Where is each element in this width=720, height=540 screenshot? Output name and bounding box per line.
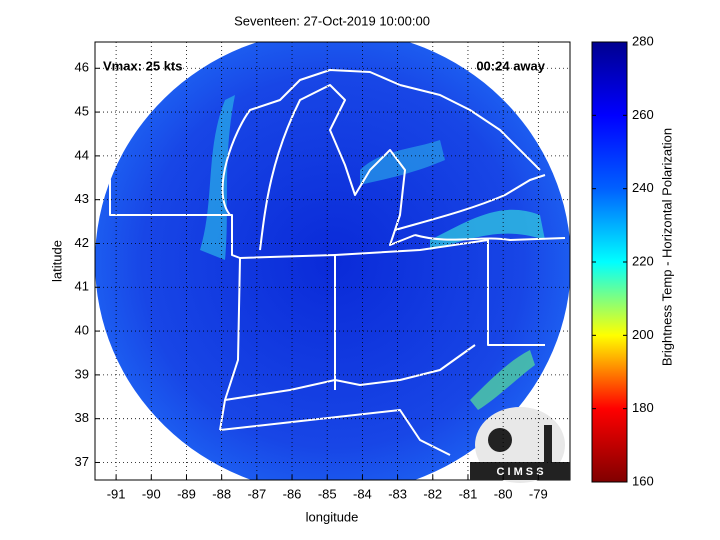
- colorbar-tick-label: 280: [632, 33, 654, 48]
- y-tick-label: 45: [75, 104, 89, 119]
- logo-tower: [544, 425, 552, 462]
- x-tick-label: -81: [459, 486, 478, 501]
- colorbar-tick-label: 180: [632, 400, 654, 415]
- colorbar-tick-label: 160: [632, 473, 654, 488]
- x-tick-label: -88: [212, 486, 231, 501]
- x-axis-label: longitude: [306, 509, 359, 524]
- x-tick-label: -87: [247, 486, 266, 501]
- map: [95, 42, 570, 480]
- x-tick-label: -90: [142, 486, 161, 501]
- x-tick-label: -83: [388, 486, 407, 501]
- y-tick-label: 46: [75, 60, 89, 75]
- y-tick-label: 42: [75, 235, 89, 250]
- y-tick-label: 41: [75, 279, 89, 294]
- x-tick-label: -85: [318, 486, 337, 501]
- colorbar: [591, 41, 628, 483]
- y-tick-label: 44: [75, 147, 89, 162]
- x-tick-label: -84: [353, 486, 372, 501]
- x-tick-label: -79: [529, 486, 548, 501]
- y-tick-label: 37: [75, 454, 89, 469]
- x-tick-label: -86: [283, 486, 302, 501]
- y-tick-label: 38: [75, 410, 89, 425]
- cloud-band: [360, 140, 445, 185]
- colorbar-tick-label: 260: [632, 107, 654, 122]
- logo: C I M S S: [470, 407, 570, 483]
- logo-band: [470, 462, 570, 480]
- annotation: 00:24 away: [476, 58, 545, 73]
- x-tick-label: -91: [107, 486, 126, 501]
- cloud-band: [470, 350, 535, 410]
- y-tick-label: 40: [75, 323, 89, 338]
- chart-title: Seventeen: 27-Oct-2019 10:00:00: [234, 13, 430, 28]
- logo-text: C I M S S: [496, 466, 543, 478]
- borders: [95, 69, 566, 456]
- annotation: Vmax: 25 kts: [103, 58, 183, 73]
- y-tick-label: 39: [75, 366, 89, 381]
- logo-dish: [488, 428, 512, 452]
- plot-frame: [94, 41, 571, 481]
- x-tick-label: -82: [423, 486, 442, 501]
- x-tick-label: -89: [177, 486, 196, 501]
- colorbar-tick-label: 200: [632, 327, 654, 342]
- colorbar-label: Brightness Temp - Horizontal Polarizatio…: [659, 128, 674, 366]
- colorbar-tick-label: 220: [632, 253, 654, 268]
- colorbar-tick-label: 240: [632, 180, 654, 195]
- cloud-band: [200, 95, 235, 260]
- x-tick-label: -80: [494, 486, 513, 501]
- y-tick-label: 43: [75, 191, 89, 206]
- y-axis-label: latitude: [49, 240, 64, 282]
